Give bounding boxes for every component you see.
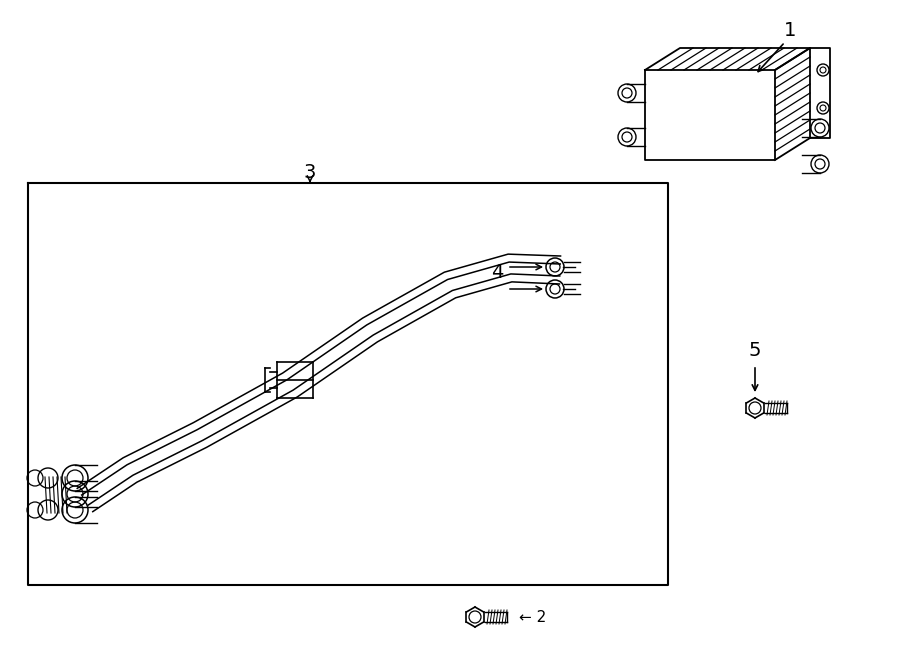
Text: ← 2: ← 2 (519, 609, 546, 625)
Text: 4: 4 (491, 262, 503, 282)
Text: 3: 3 (304, 163, 316, 182)
Text: 1: 1 (784, 20, 796, 40)
Text: 5: 5 (749, 340, 761, 360)
